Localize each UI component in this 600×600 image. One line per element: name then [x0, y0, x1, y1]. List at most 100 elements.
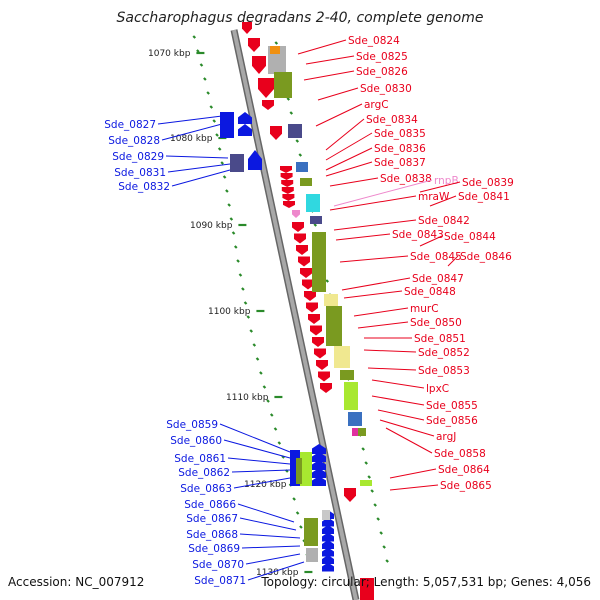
gene-label: Sde_0859: [166, 419, 218, 431]
gene-label: Sde_0846: [460, 251, 512, 263]
gene-label: argJ: [436, 431, 456, 443]
gene-arrow: [248, 150, 262, 170]
gene-block: [312, 232, 326, 292]
gene-label: Sde_0871: [194, 575, 246, 587]
tick-mark: [249, 329, 253, 333]
gene-label: Sde_0867: [186, 513, 238, 525]
gene-arrow: [292, 222, 304, 232]
tick-mark: [292, 497, 296, 501]
gene-arrow: [281, 187, 294, 194]
gene-label: Sde_0824: [348, 35, 400, 47]
gene-label: argC: [364, 99, 389, 111]
gene-label: Sde_0853: [418, 365, 470, 377]
label-leader-line: [353, 307, 409, 317]
tick-mark: [241, 287, 245, 291]
accession-text: Accession: NC_007912: [8, 575, 144, 589]
tick-mark: [192, 35, 197, 39]
gene-arrow: [322, 525, 334, 534]
gene-arrow: [318, 371, 330, 382]
kbp-label: 1070 kbp: [148, 49, 191, 59]
gene-arrow: [312, 337, 324, 347]
gene-label: murC: [410, 303, 439, 315]
tick-mark: [215, 133, 219, 137]
gene-label: Sde_0855: [426, 400, 478, 412]
label-leader-line: [379, 419, 435, 437]
gene-arrow: [283, 201, 295, 208]
tick-mark: [295, 511, 300, 515]
gene-label: Sde_0843: [392, 229, 444, 241]
label-leader-line: [367, 367, 417, 371]
gene-label: Sde_0856: [426, 415, 478, 427]
label-leader-line: [419, 235, 443, 247]
gene-block: [326, 306, 342, 346]
tick-mark: [262, 385, 267, 389]
gene-label: Sde_0841: [458, 191, 510, 203]
gene-label: Sde_0837: [374, 157, 426, 169]
gene-block: [290, 450, 300, 486]
gene-arrow: [242, 22, 252, 34]
tick-mark: [255, 357, 260, 361]
label-leader-line: [325, 118, 365, 151]
gene-label: Sde_0842: [418, 215, 470, 227]
tick-mark: [238, 273, 243, 277]
label-leader-line: [161, 123, 223, 141]
tick-mark: [382, 545, 386, 549]
gene-arrow: [312, 476, 326, 486]
tick-mark: [252, 343, 257, 347]
tick-mark: [313, 223, 318, 227]
tick-mark: [231, 231, 236, 235]
gene-label: Sde_0826: [356, 66, 408, 78]
kbp-label: 1100 kbp: [208, 307, 251, 317]
gene-label: Sde_0829: [112, 151, 164, 163]
kbp-label: 1110 kbp: [226, 393, 269, 403]
gene-arrow: [238, 112, 252, 124]
label-leader-line: [329, 177, 379, 187]
gene-block: [322, 510, 330, 520]
gene-block: [344, 382, 358, 410]
gene-arrow: [280, 173, 293, 180]
gene-label: Sde_0866: [184, 499, 236, 511]
gene-label: Sde_0832: [118, 181, 170, 193]
tick-mark: [212, 119, 216, 123]
label-leader-line: [239, 533, 301, 539]
gene-arrow: [344, 488, 356, 502]
gene-block: [304, 518, 318, 546]
kbp-label: 1120 kbp: [244, 480, 287, 490]
tick-mark: [273, 427, 278, 431]
gene-arrow: [281, 180, 294, 187]
tick-mark: [373, 503, 377, 507]
tick-mark: [203, 77, 207, 81]
gene-arrow: [304, 291, 316, 301]
gene-label: Sde_0862: [178, 467, 230, 479]
gene-block: [360, 578, 374, 600]
gene-arrow: [312, 468, 326, 478]
tick-mark: [295, 139, 300, 143]
gene-label: Sde_0865: [440, 480, 492, 492]
tick-mark: [299, 525, 303, 529]
tick-mark: [220, 161, 224, 165]
gene-arrow: [302, 279, 314, 290]
gene-arrow: [322, 547, 334, 557]
gene-block: [296, 162, 308, 172]
gene-arrow: [296, 245, 308, 255]
gene-arrow: [322, 562, 334, 572]
label-leader-line: [385, 427, 433, 454]
label-leader-line: [303, 70, 355, 81]
gene-label: Sde_0863: [180, 483, 232, 495]
kbp-scale: 1070 kbp 1080 kbp 1090 kbp 1100 kbp 1110 kbp…: [148, 49, 313, 578]
left-gene-labels: Sde_0827 Sde_0828 Sde_0829 Sde_0831 Sde_0832…: [104, 115, 305, 587]
gene-label: Sde_0839: [462, 177, 514, 189]
gene-block: [306, 194, 320, 212]
gene-label: lpxC: [426, 383, 449, 395]
gene-arrow: [258, 78, 274, 98]
gene-label: Sde_0844: [444, 231, 496, 243]
label-leader-line: [419, 181, 461, 193]
tick-mark: [225, 189, 229, 193]
label-leader-line: [315, 103, 363, 127]
tick-mark: [196, 49, 200, 53]
label-leader-line: [167, 163, 231, 173]
gene-arrow: [252, 56, 266, 74]
gene-block: [348, 412, 362, 426]
label-leader-line: [231, 469, 291, 473]
